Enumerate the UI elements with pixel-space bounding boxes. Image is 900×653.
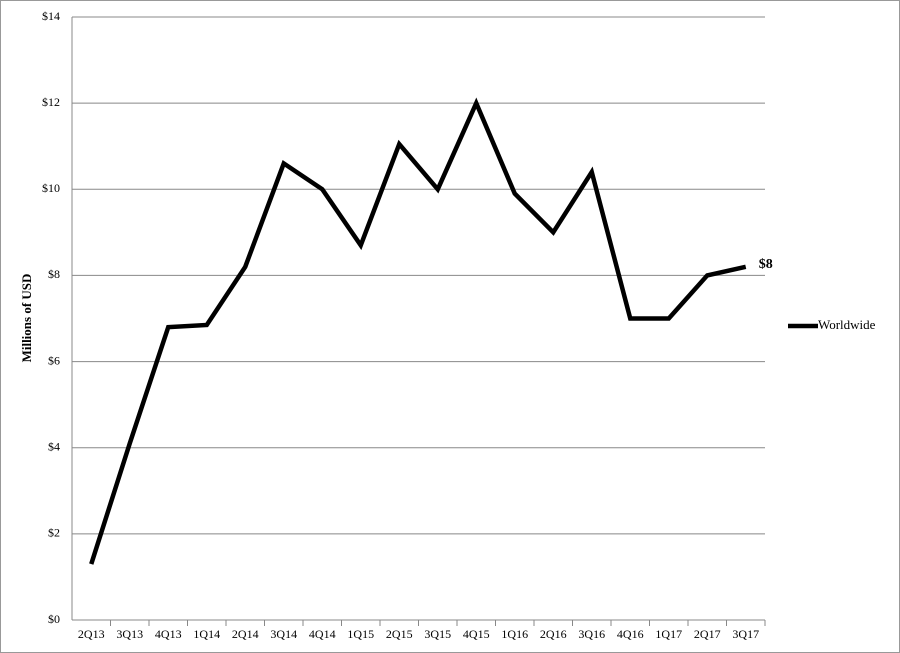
series-line: [89, 97, 747, 565]
y-tick-label: $8: [48, 267, 60, 281]
x-tick-label: 4Q13: [155, 627, 182, 641]
legend-label: Worldwide: [818, 317, 876, 332]
y-tick-label: $14: [42, 9, 60, 23]
y-tick-label: $0: [48, 612, 60, 626]
x-tick-label: 3Q16: [578, 627, 605, 641]
x-tick-label: 4Q14: [309, 627, 336, 641]
y-tick-label: $4: [48, 439, 60, 453]
x-tick-label: 1Q16: [501, 627, 528, 641]
y-tick-label: $2: [48, 526, 60, 540]
y-tick-label: $12: [42, 95, 60, 109]
x-tick-label: 4Q16: [617, 627, 644, 641]
x-tick-label: 1Q14: [193, 627, 220, 641]
x-tick-label: 3Q15: [424, 627, 451, 641]
x-tick-label: 2Q15: [386, 627, 413, 641]
x-tick-label: 4Q15: [463, 627, 490, 641]
x-tick-label: 3Q14: [270, 627, 297, 641]
x-tick-label: 3Q13: [116, 627, 143, 641]
y-axis-label: Millions of USD: [19, 274, 34, 363]
x-tick-label: 2Q17: [694, 627, 721, 641]
x-tick-label: 2Q13: [78, 627, 105, 641]
x-tick-label: 2Q14: [232, 627, 259, 641]
y-tick-label: $10: [42, 181, 60, 195]
data-label: $8: [759, 257, 773, 272]
x-tick-label: 1Q15: [347, 627, 374, 641]
x-tick-label: 2Q16: [540, 627, 567, 641]
x-tick-label: 3Q17: [732, 627, 759, 641]
y-tick-label: $6: [48, 353, 60, 367]
x-tick-label: 1Q17: [655, 627, 682, 641]
